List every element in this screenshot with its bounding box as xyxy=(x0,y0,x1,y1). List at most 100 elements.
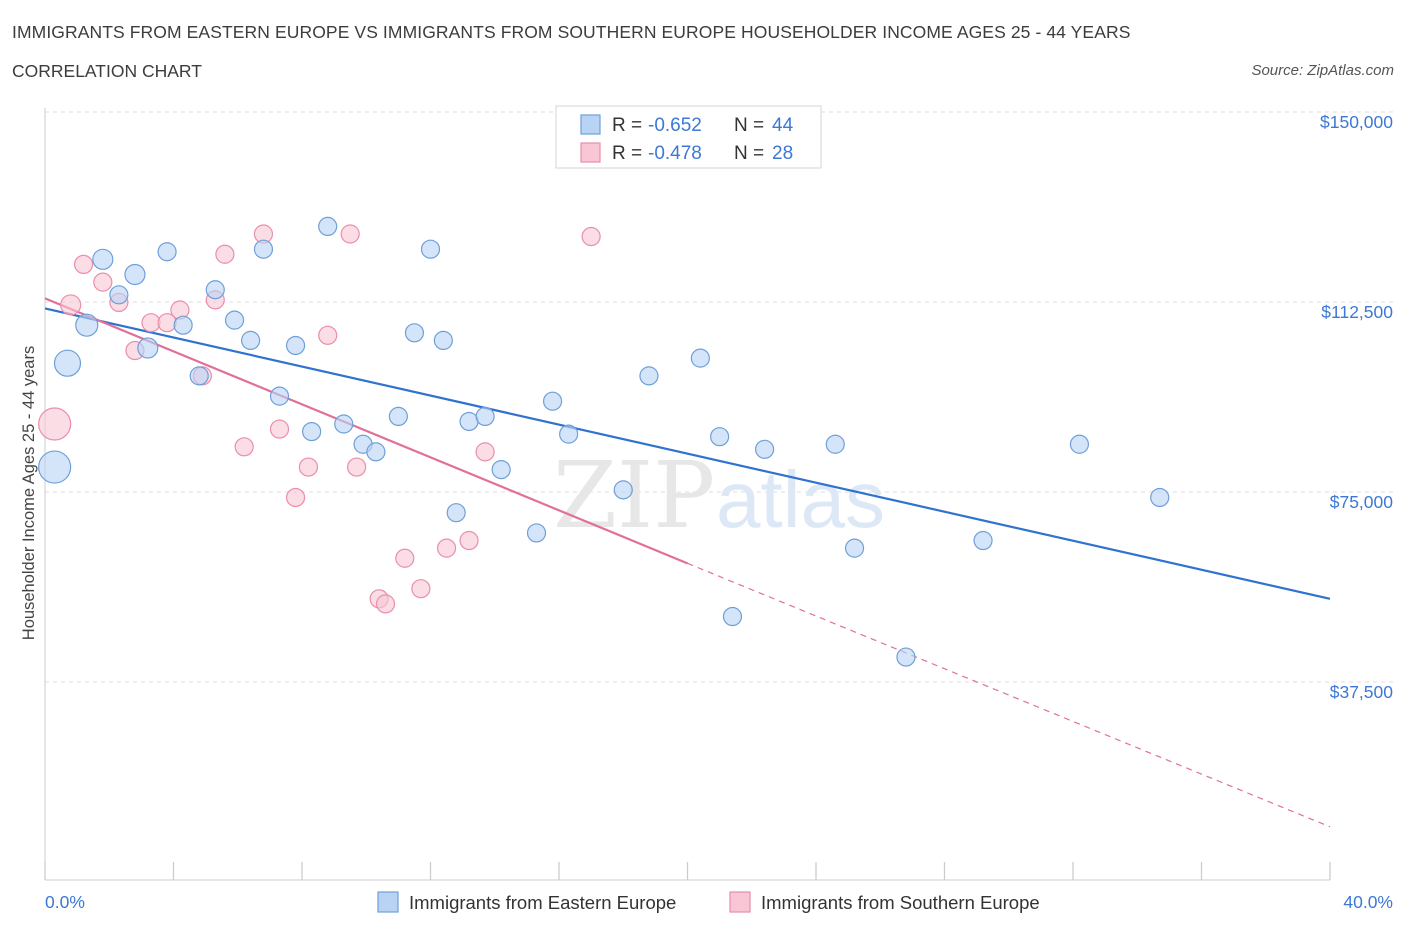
eastern-europe-point xyxy=(75,313,99,337)
eastern-europe-point xyxy=(404,323,425,343)
stats-r-value: -0.478 xyxy=(648,143,702,164)
southern-europe-point xyxy=(285,487,306,508)
southern-europe-point xyxy=(340,224,360,244)
series-legend: Immigrants from Eastern Europe Immigrants… xyxy=(377,891,1040,913)
series-legend-swatch xyxy=(377,891,399,913)
eastern-europe-point xyxy=(896,647,916,667)
southern-europe-point xyxy=(347,457,367,477)
eastern-europe-point xyxy=(38,450,72,484)
eastern-europe-point xyxy=(710,427,730,447)
gridlines xyxy=(45,111,1395,683)
southern-europe-point xyxy=(475,442,495,462)
series-legend-label: Immigrants from Southern Europe xyxy=(761,892,1040,913)
eastern-europe-point xyxy=(973,530,993,551)
eastern-europe-point xyxy=(754,439,775,459)
watermark-zip: ZIP xyxy=(553,442,715,549)
eastern-europe-point xyxy=(446,503,466,523)
southern-europe-point xyxy=(581,226,601,247)
eastern-europe-point xyxy=(124,263,146,286)
trend-line xyxy=(44,307,1331,600)
southern-europe-point xyxy=(38,407,72,441)
eastern-europe-point xyxy=(1150,487,1170,508)
series-legend-swatch xyxy=(729,891,751,913)
stats-n-value: 28 xyxy=(772,143,793,164)
eastern-europe-point xyxy=(92,248,114,270)
eastern-europe-point xyxy=(253,239,274,259)
southern-europe-point xyxy=(60,294,82,316)
watermark-atlas: atlas xyxy=(716,455,885,544)
stats-n-label: N = xyxy=(734,143,764,164)
eastern-europe-point xyxy=(1069,434,1090,454)
series-legend-label: Immigrants from Eastern Europe xyxy=(409,892,676,913)
eastern-europe-point xyxy=(475,406,495,426)
stats-legend: R = -0.652 N = 44 R = -0.478 N = 28 xyxy=(555,105,822,169)
stats-legend-swatch xyxy=(580,142,601,163)
eastern-europe-point xyxy=(613,480,633,500)
eastern-europe-point xyxy=(173,315,193,335)
x-tick-label: 40.0% xyxy=(1343,892,1393,912)
chart-subtitle: CORRELATION CHART xyxy=(12,61,202,81)
watermark: ZIP atlas xyxy=(553,442,885,549)
stats-r-label: R = xyxy=(612,115,642,136)
y-axis-title-group: Householder Income Ages 25 - 44 years xyxy=(20,346,38,640)
eastern-europe-point xyxy=(825,434,845,454)
eastern-europe-point xyxy=(109,285,129,305)
eastern-europe-point xyxy=(302,422,322,442)
southern-europe-point xyxy=(269,419,290,439)
y-tick-label: $150,000 xyxy=(1320,112,1393,132)
y-tick-label: $75,000 xyxy=(1330,492,1394,512)
eastern-europe-point xyxy=(285,335,306,356)
y-tick-label: $37,500 xyxy=(1330,682,1394,702)
southern-europe-point xyxy=(411,579,431,599)
trend-line-extension xyxy=(687,562,1331,828)
southern-europe-point xyxy=(73,254,94,274)
eastern-europe-point xyxy=(433,330,453,350)
southern-europe-point xyxy=(93,272,113,292)
stats-r-label: R = xyxy=(612,143,642,164)
southern-europe-point xyxy=(436,538,457,558)
eastern-europe-point xyxy=(241,330,261,350)
southern-europe-point xyxy=(141,313,161,333)
eastern-europe-point xyxy=(690,348,710,368)
eastern-europe-point xyxy=(526,523,547,543)
data-points xyxy=(38,216,1170,667)
stats-n-label: N = xyxy=(734,115,764,136)
x-tick-label: 0.0% xyxy=(45,892,85,912)
eastern-europe-point xyxy=(722,606,743,627)
y-axis-title: Householder Income Ages 25 - 44 years xyxy=(20,346,38,640)
southern-europe-point xyxy=(215,244,235,264)
southern-europe-point xyxy=(234,437,254,457)
eastern-europe-point xyxy=(542,391,563,411)
eastern-europe-point xyxy=(53,349,82,377)
y-tick-label: $112,500 xyxy=(1321,302,1393,322)
eastern-europe-point xyxy=(388,406,408,426)
eastern-europe-point xyxy=(334,414,354,434)
eastern-europe-point xyxy=(459,411,479,432)
southern-europe-point xyxy=(298,457,319,477)
stats-r-value: -0.652 xyxy=(648,115,702,136)
eastern-europe-point xyxy=(205,280,225,300)
axes: $37,500 $75,000 $112,500 $150,000 0.0% 40.0% xyxy=(44,108,1394,912)
southern-europe-point xyxy=(459,530,479,551)
eastern-europe-point xyxy=(559,424,579,444)
chart-title: IMMIGRANTS FROM EASTERN EUROPE VS IMMIGR… xyxy=(12,22,1131,42)
eastern-europe-point xyxy=(420,239,441,259)
eastern-europe-point xyxy=(189,366,209,386)
eastern-europe-point xyxy=(269,386,290,406)
source-label: Source: ZipAtlas.com xyxy=(1251,62,1394,79)
eastern-europe-point xyxy=(844,538,865,558)
eastern-europe-point xyxy=(224,310,245,330)
eastern-europe-point xyxy=(137,337,159,359)
stats-legend-swatch xyxy=(580,114,601,135)
eastern-europe-point xyxy=(318,216,338,236)
eastern-europe-point xyxy=(157,242,177,262)
trend-lines xyxy=(44,297,1331,828)
eastern-europe-point xyxy=(366,442,386,462)
eastern-europe-point xyxy=(491,460,511,480)
stats-n-value: 44 xyxy=(772,115,794,136)
southern-europe-point xyxy=(375,594,396,614)
southern-europe-point xyxy=(318,325,338,345)
southern-europe-point xyxy=(395,548,415,568)
eastern-europe-point xyxy=(639,366,659,386)
